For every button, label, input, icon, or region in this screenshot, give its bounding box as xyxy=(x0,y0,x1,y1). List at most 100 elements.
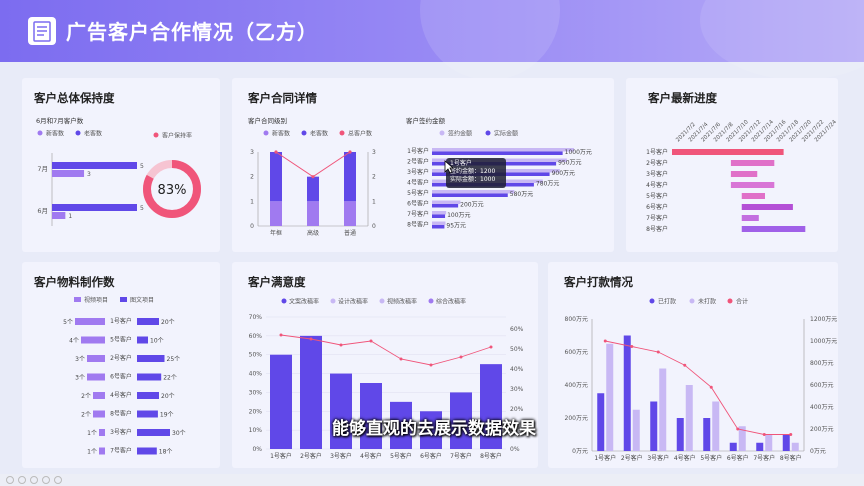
bar-unpaid xyxy=(606,343,614,451)
line-point xyxy=(683,363,687,367)
y-tick: 60% xyxy=(249,333,263,340)
materials-chart: 视频项目 图文项目 1号客户 5个 20个 5号客户 4个 10个 2号客户 3个 25个 6号客… xyxy=(63,296,185,456)
pen-icon[interactable] xyxy=(30,476,38,484)
progress-bar xyxy=(741,226,806,232)
x-tick: 1号客户 xyxy=(594,454,616,462)
category-label: 7月 xyxy=(37,165,48,173)
legend-dot xyxy=(301,130,307,136)
satisfaction-title: 客户满意度 xyxy=(248,275,306,289)
y-tick: 2 xyxy=(250,174,254,181)
category-label: 8号客户 xyxy=(110,410,132,418)
forward-icon[interactable] xyxy=(18,476,26,484)
rate-line xyxy=(280,334,492,366)
bar-video xyxy=(93,392,105,399)
bar-new xyxy=(307,201,319,226)
legend-dot xyxy=(263,130,269,136)
header-decoration xyxy=(420,0,560,80)
legend-dot xyxy=(485,130,491,136)
y-tick-right: 1 xyxy=(372,198,376,205)
satisfaction-chart: 文案改稿率 设计改稿率 视频改稿率 综合改稿率 70% 60% 50% 40% 30% 20% 1… xyxy=(249,298,524,461)
y-tick-right: 2 xyxy=(372,174,376,181)
legend-dot xyxy=(649,298,655,304)
y-tick: 20% xyxy=(249,408,263,415)
y-tick: 1 xyxy=(250,198,254,205)
zoom-icon[interactable] xyxy=(42,476,50,484)
bar-video xyxy=(87,373,105,381)
total-line xyxy=(605,340,791,435)
x-tick: 7号客户 xyxy=(450,452,472,460)
y-tick-right: 50% xyxy=(510,346,524,353)
bar-value: 950万元 xyxy=(558,160,581,167)
bar-video xyxy=(99,447,105,455)
tooltip-line1: 签约金额：1200 xyxy=(450,168,496,175)
bar-old xyxy=(307,176,319,202)
y-tick-right: 0 xyxy=(372,223,376,230)
payment-chart: 已打款 未打款 合计 800万元 600万元 400万元 200万元 0万元 1200万元… xyxy=(565,298,838,463)
bar-image xyxy=(137,355,165,362)
bar-image xyxy=(137,410,158,418)
bar-value: 1个 xyxy=(87,449,97,456)
legend-dot xyxy=(727,298,733,304)
bar-unpaid xyxy=(765,434,773,451)
payment-legend-unpaid: 未打款 xyxy=(698,298,716,306)
line-point xyxy=(656,350,660,354)
materials-title: 客户物料制作数 xyxy=(34,275,115,289)
more-icon[interactable] xyxy=(54,476,62,484)
category-label: 5号客户 xyxy=(646,192,668,200)
level-title: 客户合同级别 xyxy=(248,116,287,125)
bar-value: 18个 xyxy=(159,449,173,456)
bar-image xyxy=(137,373,162,381)
back-icon[interactable] xyxy=(6,476,14,484)
bar-value: 100万元 xyxy=(447,212,470,219)
line-point xyxy=(429,363,433,367)
category-label: 2号客户 xyxy=(407,158,429,166)
bar-value: 25个 xyxy=(167,356,181,363)
category-label: 6号客户 xyxy=(646,203,668,211)
contract-panel: 客户合同详情 客户合同级别 新客数 老客数 总客户数 3 3 2 2 1 1 0 0 年框 高级 普… xyxy=(232,78,614,252)
category-label: 2号客户 xyxy=(646,159,668,167)
bar-value: 900万元 xyxy=(552,170,575,177)
bar-unpaid xyxy=(738,426,746,451)
y-tick: 70% xyxy=(249,314,263,321)
legend-dot xyxy=(439,130,445,136)
bar-video xyxy=(81,336,105,344)
page-title: 广告客户合作情况（乙方） xyxy=(66,20,318,44)
category-label: 6号客户 xyxy=(110,373,132,381)
level-legend-total: 总客户数 xyxy=(348,130,372,138)
x-tick: 2号客户 xyxy=(300,452,322,460)
tooltip-name: 1号客户 xyxy=(450,160,472,167)
category-label: 1号客户 xyxy=(110,317,132,325)
y-tick-right: 10% xyxy=(510,426,524,433)
x-tick: 5号客户 xyxy=(390,452,412,460)
bar-paid xyxy=(676,418,684,451)
document-icon xyxy=(28,17,56,45)
contract-title: 客户合同详情 xyxy=(248,91,317,105)
legend-dot xyxy=(330,298,336,304)
bar-actual xyxy=(432,214,446,218)
bar-signed xyxy=(432,211,447,215)
level-legend-new: 新客数 xyxy=(272,130,290,138)
y-tick: 30% xyxy=(249,389,263,396)
category-label: 1号客户 xyxy=(646,148,668,156)
bottom-toolbar xyxy=(0,474,864,486)
bar-value-rect xyxy=(330,373,352,449)
y-tick: 0% xyxy=(252,446,262,453)
bar-video xyxy=(87,355,105,362)
legend-label: 综合改稿率 xyxy=(436,298,466,306)
bar-image xyxy=(137,429,170,436)
x-tick: 4号客户 xyxy=(360,452,382,460)
bar-image xyxy=(137,336,148,344)
category-label: 4号客户 xyxy=(110,391,132,399)
x-tick: 6号客户 xyxy=(420,452,442,460)
bar-new xyxy=(52,212,66,219)
progress-title: 客户最新进度 xyxy=(648,91,717,105)
x-tick: 2号客户 xyxy=(621,454,643,462)
x-tick: 普通 xyxy=(344,229,356,237)
y-tick-right: 3 xyxy=(372,149,376,156)
x-tick: 年框 xyxy=(270,229,282,237)
legend-swatch xyxy=(120,297,127,302)
category-label: 3号客户 xyxy=(407,168,429,176)
category-label: 8号客户 xyxy=(646,225,668,233)
category-label: 6月 xyxy=(37,207,48,215)
